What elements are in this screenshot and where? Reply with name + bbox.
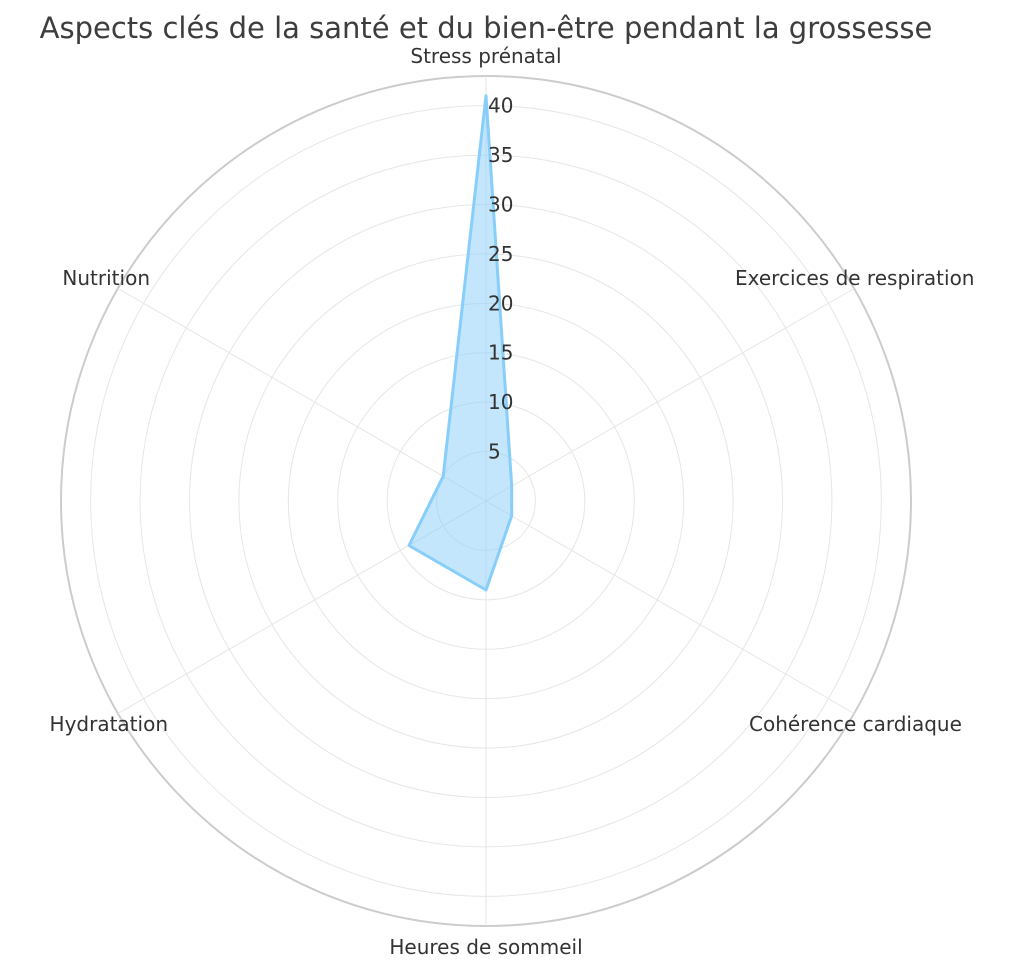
tick-label-10: 10: [488, 390, 513, 414]
category-label-4: Hydratation: [50, 712, 168, 736]
tick-label-25: 25: [488, 242, 513, 266]
tick-label-40: 40: [488, 94, 513, 118]
tick-labels: 5 10 15 20 25 30 35 40: [488, 94, 513, 464]
series-layer: [407, 94, 514, 592]
spoke-2: [485, 500, 855, 714]
category-label-1: Exercices de respiration: [735, 266, 974, 290]
tick-label-30: 30: [488, 192, 513, 216]
category-label-5: Nutrition: [62, 266, 150, 290]
spoke-1: [485, 288, 855, 502]
tick-label-35: 35: [488, 143, 513, 167]
chart-title: Aspects clés de la santé et du bien-être…: [40, 11, 933, 45]
category-label-2: Cohérence cardiaque: [749, 712, 962, 736]
axis-labels: Stress prénatal Exercices de respiration C…: [50, 44, 975, 959]
spoke-5: [117, 288, 487, 502]
category-label-3: Heures de sommeil: [389, 935, 582, 959]
tick-label-15: 15: [488, 341, 513, 365]
category-label-0: Stress prénatal: [410, 44, 561, 68]
tick-label-20: 20: [488, 291, 513, 315]
tick-label-5: 5: [488, 440, 501, 464]
series-area-0: [407, 94, 514, 592]
